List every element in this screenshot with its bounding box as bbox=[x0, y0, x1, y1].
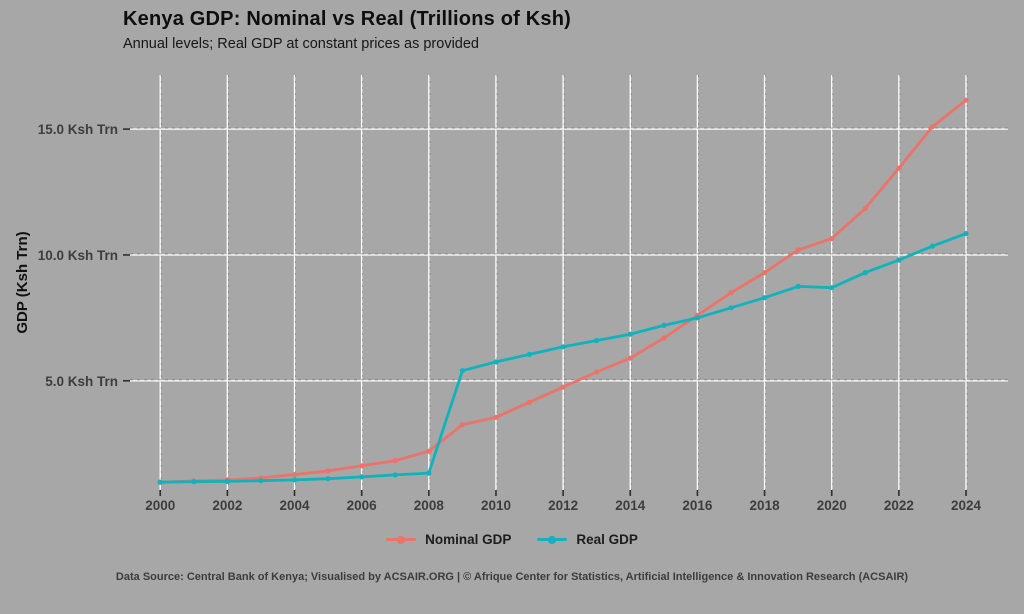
y-axis-title: GDP (Ksh Trn) bbox=[14, 231, 31, 333]
data-point-nominal-gdp bbox=[560, 384, 566, 390]
data-point-real-gdp bbox=[392, 472, 398, 478]
data-point-nominal-gdp bbox=[795, 247, 801, 253]
y-tick-label: 10.0 Ksh Trn bbox=[38, 248, 118, 263]
legend-label-real-gdp: Real GDP bbox=[576, 532, 638, 547]
x-tick-label: 2020 bbox=[817, 498, 847, 513]
data-point-nominal-gdp bbox=[291, 472, 298, 478]
data-point-real-gdp bbox=[459, 368, 465, 374]
data-point-real-gdp bbox=[191, 479, 197, 485]
x-tick-label: 2004 bbox=[279, 498, 310, 513]
nominal-gdp-line-swatch bbox=[386, 535, 417, 545]
data-point-real-gdp bbox=[694, 315, 701, 321]
data-point-nominal-gdp bbox=[829, 236, 835, 242]
legend-item-nominal-gdp: Nominal GDP bbox=[386, 532, 511, 547]
y-tick-label: 5.0 Ksh Trn bbox=[45, 374, 118, 389]
data-point-nominal-gdp bbox=[963, 97, 969, 103]
data-point-real-gdp bbox=[526, 351, 533, 357]
data-point-real-gdp bbox=[224, 478, 230, 484]
data-point-nominal-gdp bbox=[594, 369, 600, 375]
chart-title: Kenya GDP: Nominal vs Real (Trillions of… bbox=[123, 8, 571, 30]
data-point-nominal-gdp bbox=[392, 458, 398, 464]
data-point-nominal-gdp bbox=[896, 165, 902, 171]
data-point-real-gdp bbox=[728, 305, 734, 311]
data-point-real-gdp bbox=[560, 344, 566, 350]
data-point-real-gdp bbox=[359, 474, 365, 480]
data-point-real-gdp bbox=[862, 270, 868, 276]
data-point-nominal-gdp bbox=[762, 270, 768, 276]
x-tick-label: 2002 bbox=[212, 498, 242, 513]
data-point-real-gdp bbox=[325, 476, 331, 482]
data-point-real-gdp bbox=[426, 470, 432, 476]
data-point-nominal-gdp bbox=[526, 399, 533, 405]
data-point-real-gdp bbox=[795, 283, 801, 289]
data-point-real-gdp bbox=[829, 285, 835, 291]
data-point-real-gdp bbox=[929, 243, 936, 249]
data-point-nominal-gdp bbox=[426, 448, 432, 454]
x-tick-label: 2006 bbox=[347, 498, 378, 513]
source-caption: Data Source: Central Bank of Kenya; Visu… bbox=[115, 571, 909, 583]
chart-subtitle: Annual levels; Real GDP at constant pric… bbox=[123, 36, 479, 52]
data-point-nominal-gdp bbox=[862, 205, 868, 211]
data-point-nominal-gdp bbox=[627, 355, 633, 361]
x-tick-label: 2008 bbox=[414, 498, 445, 513]
data-point-nominal-gdp bbox=[459, 422, 465, 428]
data-point-nominal-gdp bbox=[325, 468, 331, 474]
data-point-real-gdp bbox=[157, 479, 163, 485]
x-tick-label: 2018 bbox=[750, 498, 781, 513]
data-point-nominal-gdp bbox=[493, 414, 499, 420]
legend-item-real-gdp: Real GDP bbox=[537, 532, 638, 547]
data-point-real-gdp bbox=[762, 295, 768, 301]
data-point-real-gdp bbox=[963, 231, 969, 237]
data-point-real-gdp bbox=[661, 322, 667, 328]
legend-label-nominal-gdp: Nominal GDP bbox=[425, 532, 512, 547]
data-point-real-gdp bbox=[291, 477, 298, 483]
x-tick-label: 2010 bbox=[481, 498, 511, 513]
data-point-real-gdp bbox=[594, 337, 600, 344]
y-tick-label: 15.0 Ksh Trn bbox=[38, 122, 118, 137]
x-tick-label: 2012 bbox=[548, 498, 578, 513]
x-tick-label: 2024 bbox=[951, 498, 982, 513]
x-tick-label: 2016 bbox=[682, 498, 713, 513]
data-point-nominal-gdp bbox=[929, 124, 936, 130]
data-point-real-gdp bbox=[896, 257, 902, 263]
data-point-nominal-gdp bbox=[728, 290, 734, 296]
data-point-real-gdp bbox=[258, 478, 264, 484]
real-gdp-line-swatch bbox=[537, 535, 568, 545]
x-tick-label: 2014 bbox=[615, 498, 646, 513]
data-point-real-gdp bbox=[493, 359, 499, 365]
legend: Nominal GDP Real GDP bbox=[0, 532, 1024, 547]
data-point-nominal-gdp bbox=[661, 335, 667, 341]
x-tick-label: 2022 bbox=[884, 498, 914, 513]
data-point-real-gdp bbox=[627, 331, 633, 337]
data-point-nominal-gdp bbox=[359, 463, 365, 469]
x-tick-label: 2000 bbox=[145, 498, 175, 513]
